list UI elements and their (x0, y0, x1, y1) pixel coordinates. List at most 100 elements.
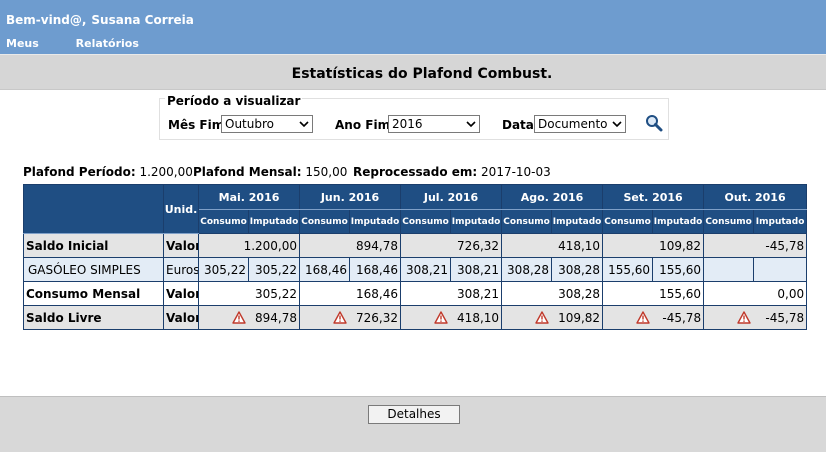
gasoleo-imputado-cell: 308,28 (551, 257, 604, 282)
saldo-inicial-cell: 726,32 (400, 233, 503, 258)
row-label: Saldo Inicial (23, 233, 164, 258)
warning-icon (636, 311, 650, 324)
data-label: Data (502, 118, 534, 132)
header-month: Mai. 2016 (197, 184, 301, 210)
warning-icon (737, 311, 751, 324)
warning-icon (535, 311, 549, 324)
saldo-livre-value: -45,78 (765, 311, 805, 325)
row-label: GASÓLEO SIMPLES (23, 257, 164, 282)
saldo-livre-value: 894,78 (255, 311, 298, 325)
stats-table: Unid. Mai. 2016 Jun. 2016 Jul. 2016 Ago.… (23, 184, 808, 330)
gasoleo-imputado-cell: 168,46 (349, 257, 402, 282)
saldo-inicial-cell: -45,78 (703, 233, 808, 258)
row-unit: Valor (163, 305, 199, 330)
saldo-livre-cell: 726,32 (299, 305, 402, 330)
period-legend: Período a visualizar (165, 94, 303, 108)
page-title: Estatísticas do Plafond Combust. (291, 66, 553, 82)
saldo-inicial-cell: 1.200,00 (197, 233, 301, 258)
welcome-text: Bem-vind@, Susana Correia (6, 13, 194, 27)
info-line: Plafond Período: 1.200,00Plafond Mensal:… (23, 165, 551, 179)
data-value: Documento (538, 117, 608, 131)
saldo-livre-cell: 109,82 (501, 305, 604, 330)
consumo-mensal-cell: 0,00 (703, 281, 808, 306)
header-month: Out. 2016 (703, 184, 808, 210)
plafond-mensal-value: 150,00 (305, 165, 348, 179)
gasoleo-consumo-cell: 308,21 (400, 257, 452, 282)
mes-fim-label: Mês Fim (168, 118, 225, 132)
gasoleo-imputado-cell (753, 257, 808, 282)
plafond-periodo-value: 1.200,00 (139, 165, 193, 179)
ano-fim-label: Ano Fim (335, 118, 391, 132)
gasoleo-consumo-cell: 155,60 (602, 257, 654, 282)
row-saldo-inicial: Saldo Inicial Valor 1.200,00 894,78 726,… (23, 233, 808, 258)
header-month: Ago. 2016 (501, 184, 604, 210)
row-label: Saldo Livre (23, 305, 164, 330)
warning-icon (434, 311, 448, 324)
header-imputado: Imputado (247, 209, 301, 234)
header-imputado: Imputado (551, 209, 604, 234)
gasoleo-imputado-cell: 308,21 (450, 257, 503, 282)
row-unit: Valor (163, 233, 199, 258)
gasoleo-consumo-cell: 308,28 (501, 257, 553, 282)
gasoleo-imputado-cell: 155,60 (652, 257, 705, 282)
consumo-mensal-cell: 308,21 (400, 281, 503, 306)
header-imputado: Imputado (652, 209, 705, 234)
row-gasoleo: GASÓLEO SIMPLES Euros 305,22 305,22 168,… (23, 257, 808, 282)
gasoleo-consumo-cell: 168,46 (299, 257, 351, 282)
header-consumo: Consumo (299, 209, 351, 234)
top-bar: Bem-vind@, Susana Correia Meus Relatórios (0, 0, 826, 54)
data-select[interactable]: Documento (534, 115, 626, 133)
mes-fim-select[interactable]: Outubro (221, 115, 313, 133)
search-icon[interactable] (644, 113, 664, 133)
reprocessado-label: Reprocessado em: (353, 165, 478, 179)
gasoleo-consumo-cell (703, 257, 755, 282)
title-band: Estatísticas do Plafond Combust. (0, 54, 826, 90)
consumo-mensal-cell: 308,28 (501, 281, 604, 306)
saldo-livre-value: -45,78 (662, 311, 702, 325)
header-month: Jul. 2016 (400, 184, 503, 210)
warning-icon (333, 311, 347, 324)
row-label: Consumo Mensal (23, 281, 164, 306)
ano-fim-select[interactable]: 2016 (388, 115, 480, 133)
detalhes-button[interactable]: Detalhes (368, 405, 460, 424)
footer-bar: Detalhes (0, 396, 826, 452)
header-imputado: Imputado (450, 209, 503, 234)
saldo-inicial-cell: 109,82 (602, 233, 705, 258)
period-fieldset: Período a visualizar Mês Fim Outubro Ano… (159, 94, 669, 140)
gasoleo-imputado-cell: 305,22 (247, 257, 301, 282)
reprocessado-value: 2017-10-03 (481, 165, 551, 179)
saldo-inicial-cell: 894,78 (299, 233, 402, 258)
chevron-down-icon (612, 121, 622, 128)
header-consumo: Consumo (703, 209, 755, 234)
saldo-livre-cell: -45,78 (602, 305, 705, 330)
row-unit: Valor (163, 281, 199, 306)
mes-fim-value: Outubro (225, 117, 274, 131)
ano-fim-value: 2016 (392, 117, 423, 131)
menu-item-relatorios[interactable]: Relatórios (75, 37, 139, 50)
consumo-mensal-cell: 168,46 (299, 281, 402, 306)
row-saldo-livre: Saldo Livre Valor 894,78 726,32 418,10 1… (23, 305, 808, 330)
welcome-label: Bem-vind@, (6, 13, 87, 27)
header-imputado: Imputado (349, 209, 402, 234)
menu-item-meus[interactable]: Meus (6, 37, 39, 50)
header-blank (23, 184, 164, 234)
plafond-mensal-label: Plafond Mensal: (193, 165, 302, 179)
chevron-down-icon (299, 121, 309, 128)
saldo-livre-cell: -45,78 (703, 305, 808, 330)
plafond-periodo-label: Plafond Período: (23, 165, 136, 179)
header-consumo: Consumo (501, 209, 553, 234)
saldo-inicial-cell: 418,10 (501, 233, 604, 258)
header-imputado: Imputado (753, 209, 808, 234)
saldo-livre-value: 418,10 (457, 311, 500, 325)
chevron-down-icon (466, 121, 476, 128)
header-month: Set. 2016 (602, 184, 705, 210)
warning-icon (232, 311, 246, 324)
saldo-livre-value: 726,32 (356, 311, 399, 325)
user-name: Susana Correia (91, 13, 194, 27)
saldo-livre-value: 109,82 (558, 311, 601, 325)
consumo-mensal-cell: 305,22 (197, 281, 301, 306)
saldo-livre-cell: 894,78 (197, 305, 301, 330)
row-consumo-mensal: Consumo Mensal Valor 305,22 168,46 308,2… (23, 281, 808, 306)
header-consumo: Consumo (400, 209, 452, 234)
